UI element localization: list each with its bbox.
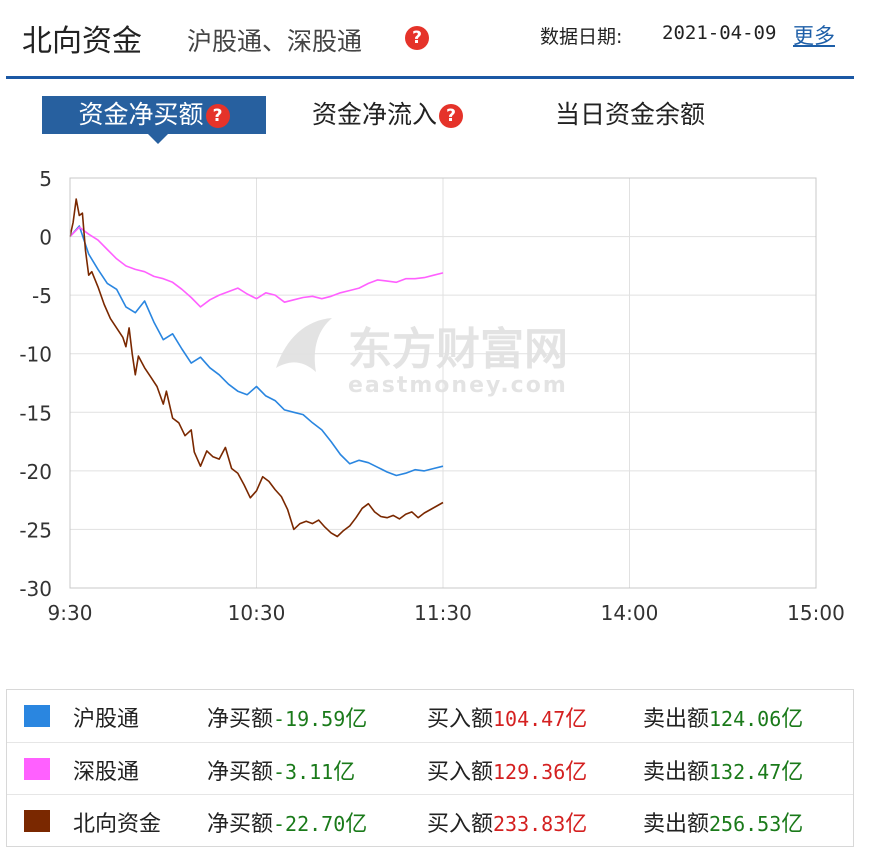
x-tick-label: 9:30	[48, 601, 93, 625]
tab-net-inflow-label: 资金净流入	[312, 100, 438, 129]
help-icon[interactable]: ?	[405, 26, 429, 50]
date-value: 2021-04-09	[662, 22, 777, 44]
buy-value: 129.36	[493, 760, 566, 784]
plot-frame	[69, 177, 817, 589]
watermark-cn: 东方财富网	[348, 324, 568, 375]
net-buy-label: 净买额	[207, 707, 274, 732]
buy-value: 233.83	[493, 812, 566, 836]
net-buy-unit: 亿	[333, 760, 356, 785]
y-axis: 5 0 -5 -10 -15 -20 -25 -30	[19, 167, 52, 601]
sell-value: 132.47	[709, 760, 782, 784]
page-title: 北向资金	[22, 24, 142, 59]
legend-name: 深股通	[73, 760, 140, 785]
y-tick-label: -10	[19, 343, 52, 367]
y-tick-label: -15	[19, 401, 52, 425]
tab-net-buy-label: 资金净买额	[78, 100, 204, 129]
buy-label: 买入额	[427, 812, 494, 837]
sell-field: 卖出额124.06亿	[643, 701, 803, 733]
buy-field: 买入额233.83亿	[427, 806, 587, 838]
sell-unit: 亿	[781, 812, 804, 837]
sell-field: 卖出额132.47亿	[643, 754, 803, 786]
net-buy-label: 净买额	[207, 812, 274, 837]
net-buy-field: 净买额-3.11亿	[207, 754, 355, 786]
watermark: 东方财富网 eastmoney.com	[276, 318, 568, 398]
x-tick-label: 15:00	[787, 601, 845, 625]
header: 北向资金 沪股通、深股通 ? 数据日期: 2021-04-09 更多	[0, 0, 878, 80]
tab-daily-balance-label: 当日资金余额	[555, 100, 706, 129]
legend-swatch	[24, 758, 50, 780]
sell-unit: 亿	[781, 760, 804, 785]
buy-unit: 亿	[565, 707, 588, 732]
header-divider	[6, 76, 854, 79]
legend-row-sz[interactable]: 深股通 净买额-3.11亿 买入额129.36亿 卖出额132.47亿	[7, 742, 853, 794]
legend-swatch	[24, 705, 50, 727]
buy-unit: 亿	[565, 760, 588, 785]
buy-value: 104.47	[493, 707, 566, 731]
buy-field: 买入额104.47亿	[427, 701, 587, 733]
y-tick-label: -5	[32, 284, 52, 308]
x-tick-label: 14:00	[601, 601, 659, 625]
net-buy-unit: 亿	[345, 812, 368, 837]
sell-value: 256.53	[709, 812, 782, 836]
sell-unit: 亿	[781, 707, 804, 732]
y-tick-label: 5	[39, 167, 52, 191]
tab-net-inflow[interactable]: 资金净流入?	[312, 96, 464, 134]
net-buy-label: 净买额	[207, 760, 274, 785]
tab-daily-balance[interactable]: 当日资金余额	[555, 96, 705, 134]
watermark-en: eastmoney.com	[348, 373, 568, 398]
sell-label: 卖出额	[643, 812, 710, 837]
net-buy-unit: 亿	[345, 707, 368, 732]
help-icon[interactable]: ?	[205, 104, 230, 128]
net-buy-value: -19.59	[273, 707, 346, 731]
legend-table: 沪股通 净买额-19.59亿 买入额104.47亿 卖出额124.06亿 深股通…	[6, 689, 854, 847]
tab-net-buy[interactable]: 资金净买额?	[42, 96, 266, 144]
legend-row-sh[interactable]: 沪股通 净买额-19.59亿 买入额104.47亿 卖出额124.06亿	[7, 690, 853, 741]
buy-unit: 亿	[565, 812, 588, 837]
help-icon[interactable]: ?	[439, 104, 464, 128]
buy-label: 买入额	[427, 760, 494, 785]
series-line-0	[69, 225, 444, 477]
y-tick-label: -25	[19, 518, 52, 542]
legend-swatch	[24, 810, 50, 832]
fund-flow-chart: 东方财富网 eastmoney.com 50-5-10-15-20-25-30 …	[19, 167, 845, 625]
legend-name: 北向资金	[73, 812, 162, 837]
x-tick-label: 10:30	[228, 601, 286, 625]
net-buy-field: 净买额-22.70亿	[207, 806, 367, 838]
sell-label: 卖出额	[643, 707, 710, 732]
net-buy-field: 净买额-19.59亿	[207, 701, 367, 733]
y-tick-label: -30	[19, 577, 52, 601]
buy-field: 买入额129.36亿	[427, 754, 587, 786]
x-tick-label: 11:30	[414, 601, 472, 625]
y-tick-label: 0	[39, 226, 52, 250]
x-axis: 9:30 10:30 11:30 14:00 15:00	[48, 601, 845, 625]
chart-grid	[70, 178, 816, 588]
series-line-2	[69, 198, 444, 538]
sell-value: 124.06	[709, 707, 782, 731]
chart-series	[69, 198, 444, 538]
series-line-1	[69, 226, 444, 308]
legend-row-north[interactable]: 北向资金 净买额-22.70亿 买入额233.83亿 卖出额256.53亿	[7, 794, 853, 846]
watermark-logo-icon	[276, 318, 332, 372]
net-buy-value: -22.70	[273, 812, 346, 836]
page-subtitle: 沪股通、深股通	[187, 27, 363, 56]
y-tick-label: -20	[19, 460, 52, 484]
sell-field: 卖出额256.53亿	[643, 806, 803, 838]
more-link[interactable]: 更多	[793, 24, 835, 48]
legend-name: 沪股通	[73, 707, 140, 732]
net-buy-value: -3.11	[273, 760, 334, 784]
buy-label: 买入额	[427, 707, 494, 732]
sell-label: 卖出额	[643, 760, 710, 785]
date-label: 数据日期:	[540, 26, 623, 48]
